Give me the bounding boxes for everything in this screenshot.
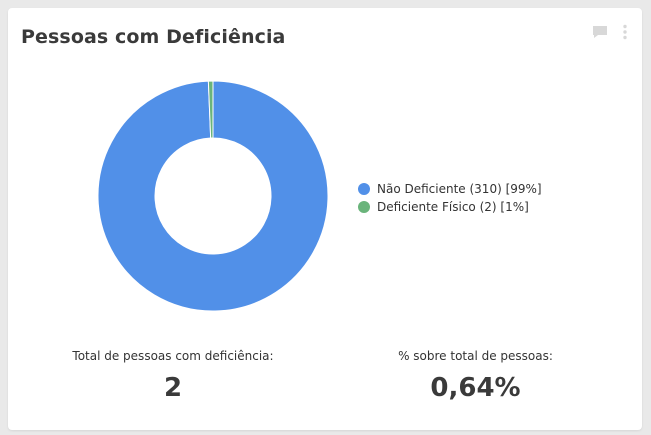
donut-slice-deficiente-f-sico[interactable] — [207, 80, 214, 139]
percent-value: 0,64% — [430, 373, 521, 403]
comment-icon[interactable] — [592, 25, 608, 39]
dashboard-card: Pessoas com Deficiência Não Deficiente (… — [8, 8, 642, 430]
card-toolbar — [592, 24, 628, 40]
total-stat: Total de pessoas com deficiência: 2 — [58, 349, 288, 403]
total-value: 2 — [163, 373, 183, 403]
percent-label: % sobre total de pessoas: — [398, 349, 553, 363]
legend-item[interactable]: Deficiente Físico (2) [1%] — [358, 198, 542, 216]
card-title: Pessoas com Deficiência — [21, 26, 286, 48]
legend-swatch — [358, 183, 370, 195]
legend-item[interactable]: Não Deficiente (310) [99%] — [358, 180, 542, 198]
legend-swatch — [358, 201, 370, 213]
donut-slice-n-o-deficiente[interactable] — [97, 80, 329, 312]
percent-stat: % sobre total de pessoas: 0,64% — [368, 349, 583, 403]
chart-legend: Não Deficiente (310) [99%] Deficiente Fí… — [358, 180, 542, 216]
legend-label: Deficiente Físico (2) [1%] — [377, 200, 529, 214]
total-label: Total de pessoas com deficiência: — [72, 349, 274, 363]
legend-label: Não Deficiente (310) [99%] — [377, 182, 542, 196]
more-vertical-icon[interactable] — [622, 24, 628, 40]
donut-chart — [97, 80, 329, 312]
